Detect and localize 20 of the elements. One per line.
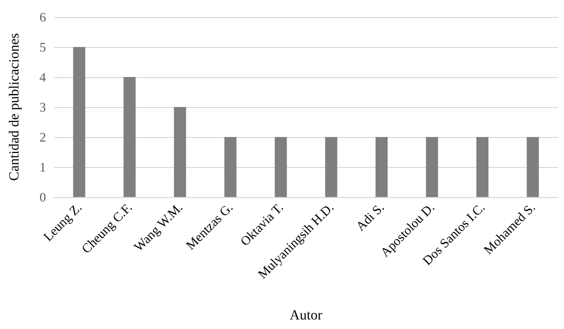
bar <box>476 137 488 197</box>
x-axis-title: Autor <box>290 308 323 324</box>
bar <box>124 77 136 197</box>
bar <box>73 47 86 197</box>
bar <box>526 137 539 197</box>
bar <box>174 107 186 197</box>
bar <box>224 137 236 197</box>
x-tick-label: Adi S. <box>352 200 387 234</box>
y-tick-label: 4 <box>40 70 46 84</box>
y-tick-label: 3 <box>40 100 46 114</box>
bar <box>376 137 388 197</box>
y-axis-title: Cantidad de publicaciones <box>8 33 22 181</box>
y-tick-label: 6 <box>40 10 46 24</box>
y-tick-label: 0 <box>40 190 46 204</box>
y-tick-label: 2 <box>40 130 46 144</box>
y-tick-label: 5 <box>40 40 46 54</box>
bar <box>274 137 287 197</box>
y-tick-label: 1 <box>40 160 46 174</box>
bar <box>426 137 438 197</box>
bar <box>325 137 338 197</box>
